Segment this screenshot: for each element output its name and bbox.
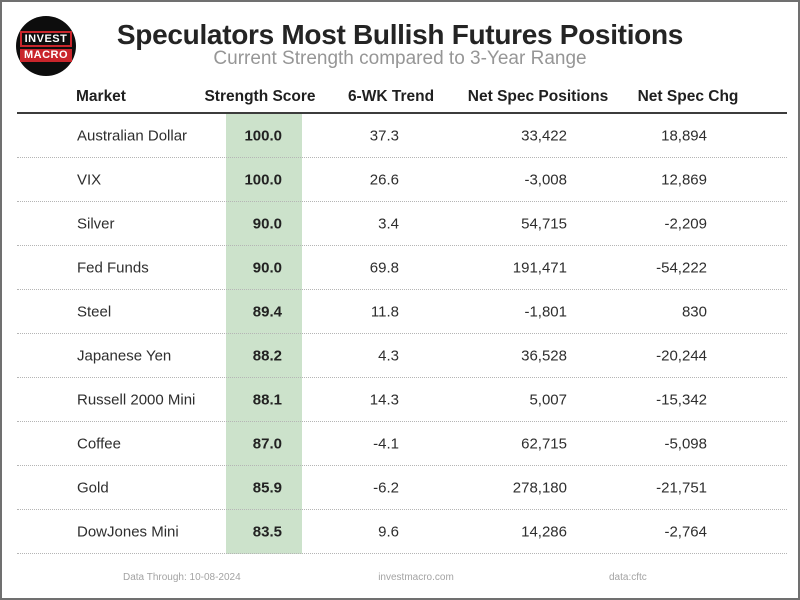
strength-column-highlight xyxy=(226,114,302,554)
table-row: Fed Funds 90.0 69.8 191,471 -54,222 xyxy=(17,246,787,290)
page-title: Speculators Most Bullish Futures Positio… xyxy=(116,19,684,50)
table-row: DowJones Mini 83.5 9.6 14,286 -2,764 xyxy=(17,510,787,554)
logo-invest-text: INVEST xyxy=(19,30,73,47)
header-market: Market xyxy=(76,88,126,105)
table-row: VIX 100.0 26.6 -3,008 12,869 xyxy=(17,158,787,202)
change-cell: -20,244 xyxy=(656,347,707,364)
trend-cell: 3.4 xyxy=(378,215,399,232)
strength-score-cell: 88.2 xyxy=(252,347,282,364)
trend-cell: 26.6 xyxy=(369,171,399,188)
page-subtitle: Current Strength compared to 3-Year Rang… xyxy=(213,48,587,69)
strength-score-cell: 100.0 xyxy=(244,171,282,188)
table-row: Silver 90.0 3.4 54,715 -2,209 xyxy=(17,202,787,246)
website-label: investmacro.com xyxy=(378,572,454,583)
trend-cell: -6.2 xyxy=(373,479,399,496)
market-cell: Gold xyxy=(77,479,109,496)
positions-cell: -3,008 xyxy=(524,171,567,188)
investmacro-logo: INVEST MACRO xyxy=(16,16,76,76)
positions-cell: 14,286 xyxy=(521,523,567,540)
header-6wk-trend: 6-WK Trend xyxy=(347,88,435,105)
market-cell: Steel xyxy=(77,303,112,320)
trend-cell: 9.6 xyxy=(378,523,399,540)
change-cell: -54,222 xyxy=(656,259,707,276)
strength-score-cell: 90.0 xyxy=(252,215,282,232)
market-cell: VIX xyxy=(77,171,102,188)
change-cell: 12,869 xyxy=(661,171,707,188)
table-row: Australian Dollar 100.0 37.3 33,422 18,8… xyxy=(17,114,787,158)
change-cell: 18,894 xyxy=(661,127,707,144)
strength-score-cell: 100.0 xyxy=(244,127,282,144)
strength-score-cell: 88.1 xyxy=(252,391,282,408)
positions-cell: 278,180 xyxy=(512,479,567,496)
positions-cell: -1,801 xyxy=(524,303,567,320)
trend-cell: 4.3 xyxy=(378,347,399,364)
market-cell: DowJones Mini xyxy=(77,523,179,540)
change-cell: -15,342 xyxy=(656,391,707,408)
change-cell: -21,751 xyxy=(656,479,707,496)
table-header-row: Market Strength Score 6-WK Trend Net Spe… xyxy=(17,86,787,114)
positions-cell: 5,007 xyxy=(529,391,567,408)
strength-score-cell: 83.5 xyxy=(252,523,282,540)
positions-cell: 191,471 xyxy=(512,259,567,276)
market-cell: Fed Funds xyxy=(77,259,149,276)
header-strength-score: Strength Score xyxy=(204,88,316,105)
strength-score-cell: 87.0 xyxy=(252,435,282,452)
change-cell: -2,209 xyxy=(664,215,707,232)
change-cell: -2,764 xyxy=(664,523,707,540)
table-row: Russell 2000 Mini 88.1 14.3 5,007 -15,34… xyxy=(17,378,787,422)
table-row: Steel 89.4 11.8 -1,801 830 xyxy=(17,290,787,334)
futures-positions-table: Market Strength Score 6-WK Trend Net Spe… xyxy=(17,86,787,554)
change-cell: -5,098 xyxy=(664,435,707,452)
data-through-label: Data Through: 10-08-2024 xyxy=(123,572,241,583)
header-net-spec-chg: Net Spec Chg xyxy=(637,88,739,105)
trend-cell: -4.1 xyxy=(373,435,399,452)
positions-cell: 33,422 xyxy=(521,127,567,144)
trend-cell: 11.8 xyxy=(370,303,399,320)
positions-cell: 54,715 xyxy=(521,215,567,232)
positions-cell: 62,715 xyxy=(521,435,567,452)
strength-score-cell: 85.9 xyxy=(252,479,282,496)
table-row: Gold 85.9 -6.2 278,180 -21,751 xyxy=(17,466,787,510)
strength-score-cell: 90.0 xyxy=(252,259,282,276)
trend-cell: 14.3 xyxy=(369,391,399,408)
market-cell: Japanese Yen xyxy=(77,347,172,364)
trend-cell: 69.8 xyxy=(369,259,399,276)
change-cell: 830 xyxy=(681,303,707,320)
market-cell: Silver xyxy=(77,215,115,232)
table-row: Coffee 87.0 -4.1 62,715 -5,098 xyxy=(17,422,787,466)
data-source-label: data:cftc xyxy=(609,572,647,583)
table-row: Japanese Yen 88.2 4.3 36,528 -20,244 xyxy=(17,334,787,378)
header-net-spec-positions: Net Spec Positions xyxy=(467,88,609,105)
positions-cell: 36,528 xyxy=(521,347,567,364)
market-cell: Australian Dollar xyxy=(77,127,188,144)
strength-score-cell: 89.4 xyxy=(252,303,282,320)
trend-cell: 37.3 xyxy=(369,127,399,144)
market-cell: Russell 2000 Mini xyxy=(77,391,196,408)
market-cell: Coffee xyxy=(77,435,121,452)
logo-macro-text: MACRO xyxy=(19,48,73,62)
